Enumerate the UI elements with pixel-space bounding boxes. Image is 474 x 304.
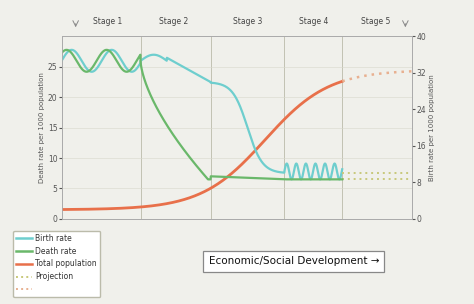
Y-axis label: Death rate per 1000 population: Death rate per 1000 population — [39, 72, 45, 183]
Y-axis label: Birth rate per 1000 population: Birth rate per 1000 population — [429, 74, 435, 181]
Text: Stage 1: Stage 1 — [92, 16, 122, 26]
Text: Stage 3: Stage 3 — [233, 16, 262, 26]
Text: Economic/Social Development →: Economic/Social Development → — [209, 257, 379, 266]
Text: Stage 5: Stage 5 — [361, 16, 390, 26]
Legend: Birth rate, Death rate, Total population, Projection, : Birth rate, Death rate, Total population… — [13, 231, 100, 297]
Text: Stage 4: Stage 4 — [300, 16, 329, 26]
Text: Stage 2: Stage 2 — [159, 16, 189, 26]
